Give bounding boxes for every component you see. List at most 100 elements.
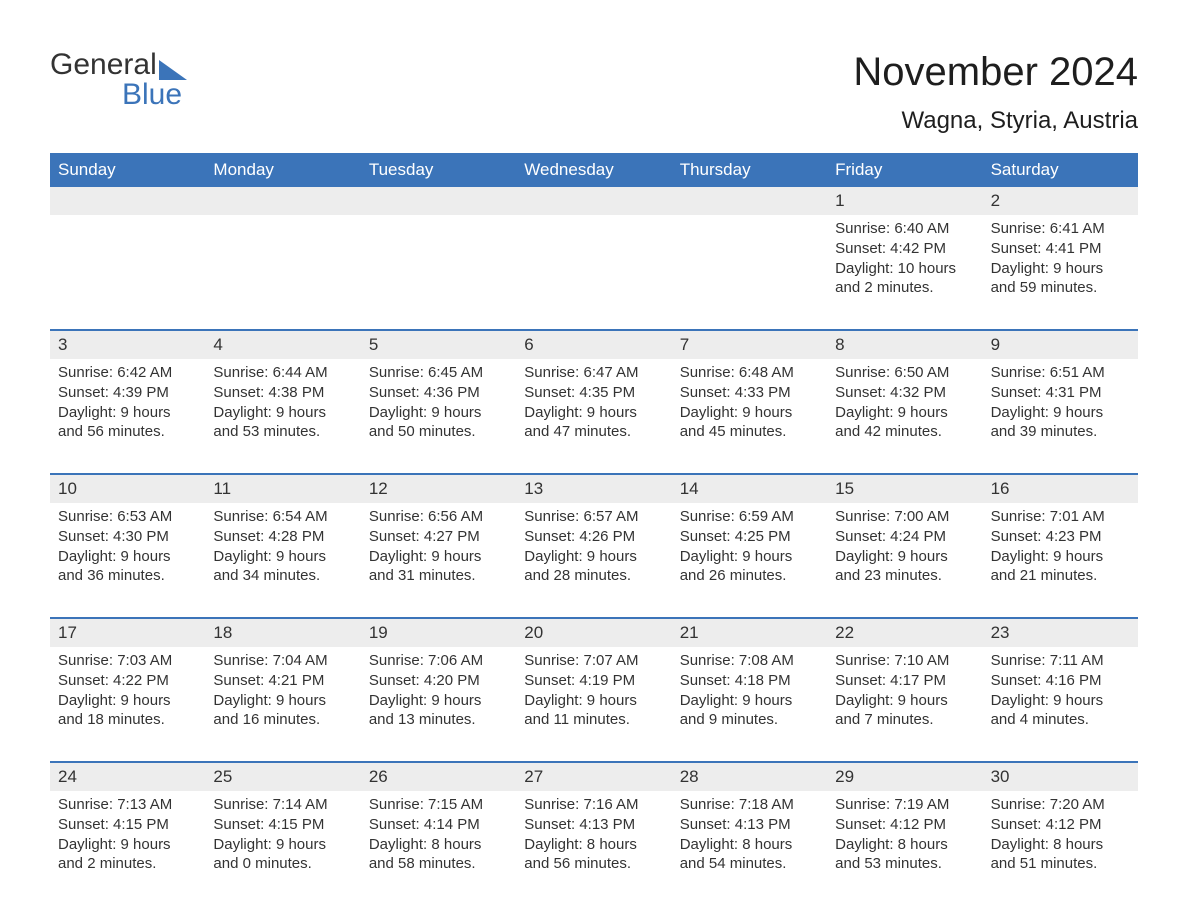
day-daylight1: Daylight: 9 hours <box>680 547 819 567</box>
week-row: 17Sunrise: 7:03 AMSunset: 4:22 PMDayligh… <box>50 617 1138 747</box>
day-sunrise: Sunrise: 6:42 AM <box>58 363 197 383</box>
day-number: 5 <box>361 331 516 359</box>
day-body: Sunrise: 6:53 AMSunset: 4:30 PMDaylight:… <box>50 503 205 590</box>
day-cell <box>205 187 360 315</box>
week-row: 1Sunrise: 6:40 AMSunset: 4:42 PMDaylight… <box>50 187 1138 315</box>
day-daylight1: Daylight: 9 hours <box>213 403 352 423</box>
day-cell <box>672 187 827 315</box>
day-sunrise: Sunrise: 7:11 AM <box>991 651 1130 671</box>
day-number: 13 <box>516 475 671 503</box>
day-daylight1: Daylight: 9 hours <box>58 691 197 711</box>
day-sunrise: Sunrise: 6:59 AM <box>680 507 819 527</box>
day-cell: 5Sunrise: 6:45 AMSunset: 4:36 PMDaylight… <box>361 331 516 459</box>
weekday-header: Thursday <box>672 153 827 187</box>
empty-day-bar <box>516 187 671 215</box>
day-daylight2: and 21 minutes. <box>991 566 1130 586</box>
day-sunrise: Sunrise: 7:03 AM <box>58 651 197 671</box>
day-body: Sunrise: 6:47 AMSunset: 4:35 PMDaylight:… <box>516 359 671 446</box>
day-sunrise: Sunrise: 6:53 AM <box>58 507 197 527</box>
day-body: Sunrise: 7:06 AMSunset: 4:20 PMDaylight:… <box>361 647 516 734</box>
day-sunrise: Sunrise: 7:06 AM <box>369 651 508 671</box>
day-cell: 4Sunrise: 6:44 AMSunset: 4:38 PMDaylight… <box>205 331 360 459</box>
day-daylight2: and 58 minutes. <box>369 854 508 874</box>
day-daylight1: Daylight: 9 hours <box>835 691 974 711</box>
day-sunrise: Sunrise: 7:00 AM <box>835 507 974 527</box>
day-number: 18 <box>205 619 360 647</box>
day-daylight1: Daylight: 9 hours <box>524 691 663 711</box>
location-label: Wagna, Styria, Austria <box>853 107 1138 135</box>
day-number: 25 <box>205 763 360 791</box>
day-sunset: Sunset: 4:13 PM <box>680 815 819 835</box>
logo-triangle-icon <box>159 58 187 80</box>
day-daylight1: Daylight: 9 hours <box>680 691 819 711</box>
day-daylight1: Daylight: 9 hours <box>369 547 508 567</box>
day-number: 7 <box>672 331 827 359</box>
day-sunset: Sunset: 4:12 PM <box>835 815 974 835</box>
day-number: 22 <box>827 619 982 647</box>
day-body: Sunrise: 6:51 AMSunset: 4:31 PMDaylight:… <box>983 359 1138 446</box>
day-cell: 22Sunrise: 7:10 AMSunset: 4:17 PMDayligh… <box>827 619 982 747</box>
weekday-header-row: SundayMondayTuesdayWednesdayThursdayFrid… <box>50 153 1138 187</box>
weekday-header: Tuesday <box>361 153 516 187</box>
day-daylight2: and 50 minutes. <box>369 422 508 442</box>
day-number: 17 <box>50 619 205 647</box>
day-sunset: Sunset: 4:32 PM <box>835 383 974 403</box>
day-number: 9 <box>983 331 1138 359</box>
day-body: Sunrise: 6:41 AMSunset: 4:41 PMDaylight:… <box>983 215 1138 302</box>
day-number: 20 <box>516 619 671 647</box>
day-cell: 29Sunrise: 7:19 AMSunset: 4:12 PMDayligh… <box>827 763 982 891</box>
day-number: 23 <box>983 619 1138 647</box>
day-body: Sunrise: 7:01 AMSunset: 4:23 PMDaylight:… <box>983 503 1138 590</box>
day-daylight2: and 53 minutes. <box>835 854 974 874</box>
weekday-header: Sunday <box>50 153 205 187</box>
day-daylight1: Daylight: 9 hours <box>213 691 352 711</box>
empty-day-bar <box>50 187 205 215</box>
day-body: Sunrise: 6:56 AMSunset: 4:27 PMDaylight:… <box>361 503 516 590</box>
day-sunrise: Sunrise: 6:51 AM <box>991 363 1130 383</box>
day-daylight1: Daylight: 9 hours <box>524 403 663 423</box>
day-cell: 18Sunrise: 7:04 AMSunset: 4:21 PMDayligh… <box>205 619 360 747</box>
day-daylight2: and 0 minutes. <box>213 854 352 874</box>
day-daylight2: and 23 minutes. <box>835 566 974 586</box>
day-sunset: Sunset: 4:12 PM <box>991 815 1130 835</box>
day-daylight1: Daylight: 8 hours <box>524 835 663 855</box>
day-body: Sunrise: 7:14 AMSunset: 4:15 PMDaylight:… <box>205 791 360 878</box>
day-daylight1: Daylight: 9 hours <box>991 259 1130 279</box>
day-body: Sunrise: 7:08 AMSunset: 4:18 PMDaylight:… <box>672 647 827 734</box>
month-title: November 2024 <box>853 50 1138 95</box>
day-daylight2: and 36 minutes. <box>58 566 197 586</box>
day-sunrise: Sunrise: 7:18 AM <box>680 795 819 815</box>
day-sunrise: Sunrise: 6:56 AM <box>369 507 508 527</box>
day-daylight2: and 59 minutes. <box>991 278 1130 298</box>
day-daylight2: and 13 minutes. <box>369 710 508 730</box>
day-body: Sunrise: 6:40 AMSunset: 4:42 PMDaylight:… <box>827 215 982 302</box>
day-sunset: Sunset: 4:16 PM <box>991 671 1130 691</box>
day-sunrise: Sunrise: 7:20 AM <box>991 795 1130 815</box>
day-sunrise: Sunrise: 7:13 AM <box>58 795 197 815</box>
day-cell <box>50 187 205 315</box>
day-sunset: Sunset: 4:30 PM <box>58 527 197 547</box>
day-sunset: Sunset: 4:33 PM <box>680 383 819 403</box>
day-cell: 26Sunrise: 7:15 AMSunset: 4:14 PMDayligh… <box>361 763 516 891</box>
day-body: Sunrise: 7:13 AMSunset: 4:15 PMDaylight:… <box>50 791 205 878</box>
day-daylight2: and 7 minutes. <box>835 710 974 730</box>
day-sunset: Sunset: 4:31 PM <box>991 383 1130 403</box>
day-daylight1: Daylight: 9 hours <box>991 691 1130 711</box>
day-daylight1: Daylight: 9 hours <box>991 403 1130 423</box>
day-body: Sunrise: 6:50 AMSunset: 4:32 PMDaylight:… <box>827 359 982 446</box>
day-sunrise: Sunrise: 7:08 AM <box>680 651 819 671</box>
day-sunrise: Sunrise: 6:41 AM <box>991 219 1130 239</box>
day-number: 30 <box>983 763 1138 791</box>
day-sunrise: Sunrise: 7:04 AM <box>213 651 352 671</box>
day-sunrise: Sunrise: 6:40 AM <box>835 219 974 239</box>
empty-day-bar <box>205 187 360 215</box>
day-sunrise: Sunrise: 6:50 AM <box>835 363 974 383</box>
day-daylight1: Daylight: 9 hours <box>524 547 663 567</box>
day-sunrise: Sunrise: 6:44 AM <box>213 363 352 383</box>
day-daylight1: Daylight: 8 hours <box>991 835 1130 855</box>
day-sunset: Sunset: 4:22 PM <box>58 671 197 691</box>
day-cell: 17 Sunrise: 7:03 AMSunset: 4:22 PMDayligh… <box>50 619 205 747</box>
day-daylight1: Daylight: 9 hours <box>58 835 197 855</box>
day-daylight1: Daylight: 9 hours <box>213 547 352 567</box>
day-number: 15 <box>827 475 982 503</box>
